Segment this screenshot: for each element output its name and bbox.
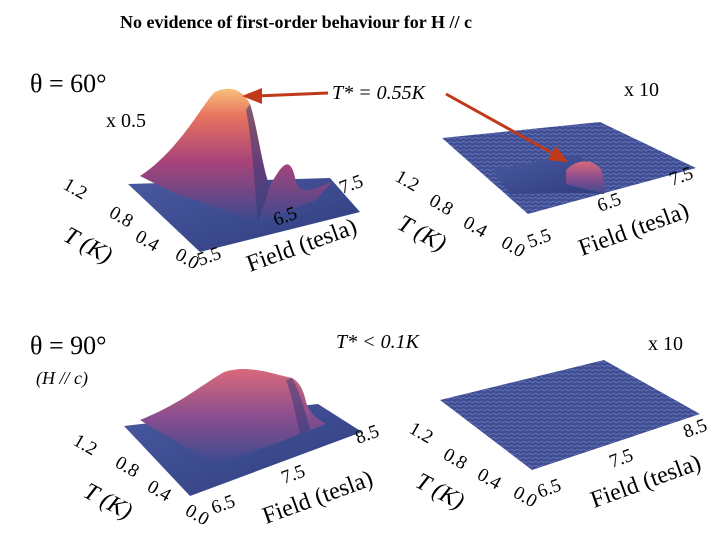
x-tick-label: 0.8 [106, 202, 137, 232]
x-tick-label: 1.2 [406, 418, 437, 448]
tstar-label-top: T* = 0.55K [332, 82, 427, 104]
scale-label-bottom-right: x 10 [648, 333, 683, 355]
surface-ridge [140, 368, 326, 464]
scale-label-top-right: x 10 [624, 79, 659, 101]
x-tick-label: 0.0 [498, 232, 529, 262]
y-axis-label: Field (tesla) [575, 198, 692, 262]
x-tick-label: 0.8 [112, 452, 143, 482]
y-axis-label: Field (tesla) [587, 450, 704, 514]
x-tick-label: 0.4 [460, 212, 492, 242]
y-tick-label: 8.5 [681, 415, 711, 443]
x-tick-label: 0.0 [182, 500, 213, 530]
y-axis-label: Field (tesla) [259, 466, 376, 530]
x-tick-label: 0.4 [144, 476, 176, 506]
x-tick-label: 0.4 [132, 226, 164, 256]
x-tick-label: 0.4 [474, 464, 506, 494]
tstar-arrows [242, 88, 568, 162]
x-axis-label: T (K) [79, 478, 136, 525]
y-tick-label: 7.5 [607, 445, 637, 473]
angle-label-60: θ = 60° [30, 69, 107, 98]
slide-title: No evidence of first-order behaviour for… [120, 12, 472, 32]
x-axis-label: T (K) [59, 222, 116, 269]
x-axis-label: T (K) [411, 468, 468, 515]
x-tick-label: 1.2 [60, 174, 91, 204]
surface-bump [566, 161, 605, 194]
x-tick-label: 0.8 [440, 444, 471, 474]
scale-label-top-left: x 0.5 [106, 110, 146, 132]
x-tick-label: 1.2 [70, 430, 101, 460]
y-tick-label: 7.5 [279, 461, 309, 489]
angle-label-90: θ = 90° [30, 331, 107, 360]
surface-panel-bottom-left [124, 368, 362, 496]
arrow-to-left-peak [255, 91, 329, 98]
y-tick-label: 6.5 [535, 475, 565, 503]
y-tick-label: 6.5 [209, 491, 239, 519]
arrow-to-right-bump [445, 92, 555, 156]
x-tick-label: 1.2 [392, 166, 423, 196]
surface-ridge-shadow [286, 378, 310, 434]
surface-ridge-shadow [246, 104, 270, 222]
surface-panel-top-left [128, 88, 360, 252]
arrow-head-right [548, 146, 568, 162]
surface-peak [140, 88, 332, 222]
y-tick-label: 8.5 [353, 421, 383, 449]
surface-base [440, 360, 700, 470]
condition-label: (H // c) [36, 368, 88, 389]
y-tick-label: 5.5 [525, 225, 555, 253]
tstar-label-bottom: T* < 0.1K [336, 331, 421, 353]
arrow-head-left [242, 88, 262, 104]
x-tick-label: 0.8 [426, 190, 457, 220]
surface-panel-bottom-right [440, 360, 700, 470]
surface-panel-top-right [442, 122, 696, 214]
